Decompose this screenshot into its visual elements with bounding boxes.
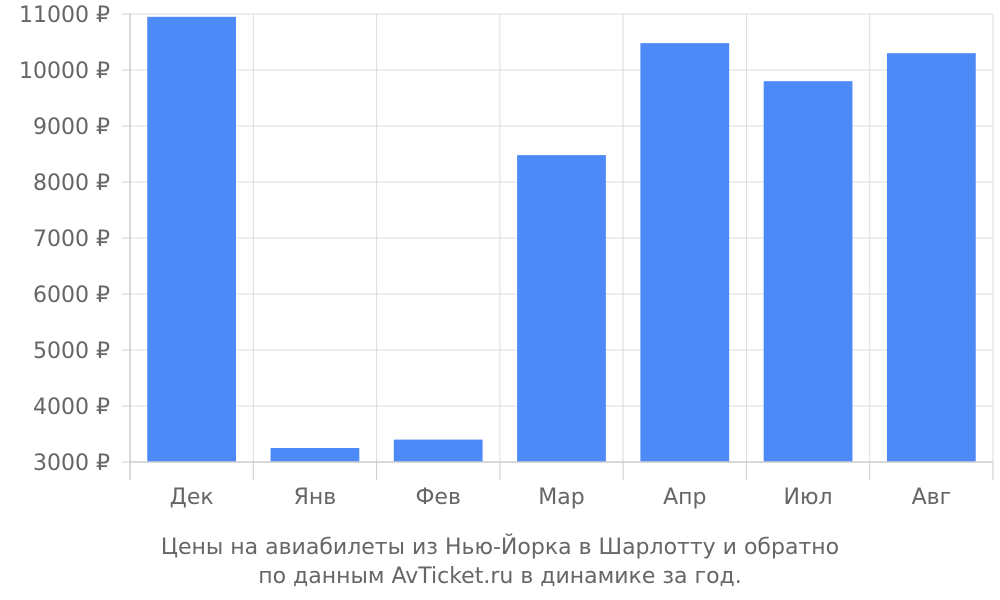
y-tick-label: 5000 ₽ [33, 339, 110, 364]
axes [122, 13, 994, 480]
x-tick-label: Янв [294, 485, 337, 510]
bar-4 [517, 155, 606, 462]
bar-6 [763, 81, 853, 462]
x-tick-label: Дек [170, 485, 214, 510]
chart-title-line-1: Цены на авиабилеты из Нью-Йорка в Шарлот… [160, 535, 840, 560]
bar-5 [640, 43, 730, 463]
x-tick-label: Июл [784, 485, 833, 510]
y-tick-label: 7000 ₽ [33, 227, 110, 252]
y-tick-label: 6000 ₽ [33, 283, 110, 308]
bar-2 [270, 448, 360, 462]
y-tick-label: 9000 ₽ [33, 115, 110, 140]
y-tick-label: 10000 ₽ [19, 59, 110, 84]
x-tick-label: Апр [663, 485, 706, 510]
chart-title-line-2: по данным AvTicket.ru в динамике за год. [258, 564, 742, 589]
bar-3 [393, 439, 483, 462]
y-axis-labels: 3000 ₽ 4000 ₽ 5000 ₽ 6000 ₽ 7000 ₽ 8000 ₽ 9000… [19, 3, 110, 476]
y-tick-label: 4000 ₽ [33, 395, 110, 420]
x-axis-labels: Дек Янв Фев Мар Апр Июл Авг [170, 485, 952, 510]
bar-7 [886, 53, 976, 462]
bars [147, 16, 976, 463]
bar-1 [147, 16, 237, 463]
x-tick-label: Мар [538, 485, 584, 510]
x-tick-label: Авг [912, 485, 952, 510]
y-tick-label: 8000 ₽ [33, 171, 110, 196]
bar-chart: 3000 ₽ 4000 ₽ 5000 ₽ 6000 ₽ 7000 ₽ 8000 ₽ 9000… [19, 3, 994, 510]
y-tick-label: 3000 ₽ [33, 451, 110, 476]
x-tick-label: Фев [415, 485, 460, 510]
y-tick-label: 11000 ₽ [19, 3, 110, 28]
